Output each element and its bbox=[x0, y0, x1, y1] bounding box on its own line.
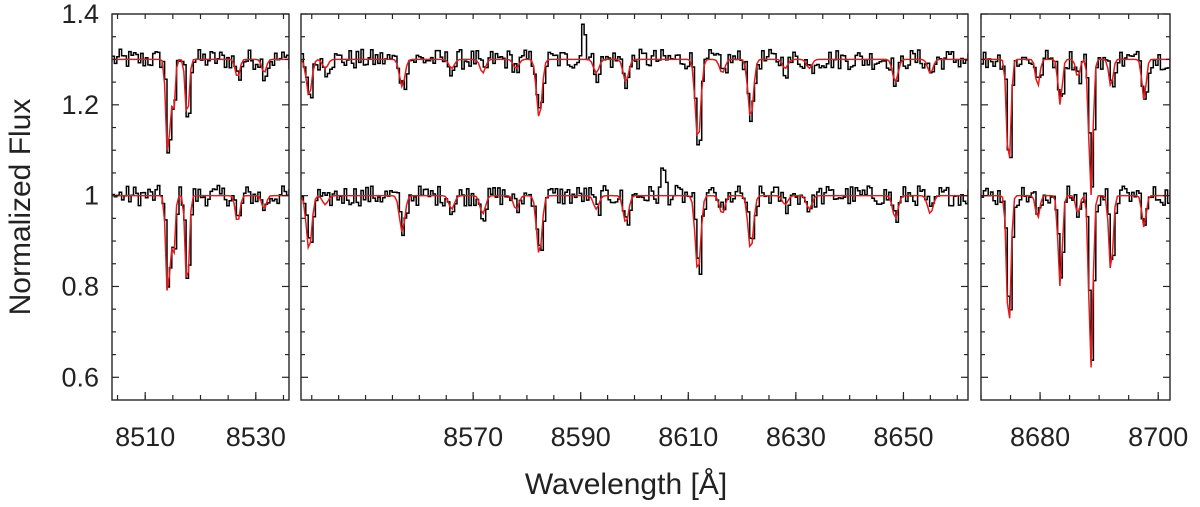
observed-spectrum-line bbox=[981, 185, 1170, 361]
y-tick-label: 1 bbox=[84, 181, 99, 211]
panel-1: 8510 8530 bbox=[111, 13, 290, 452]
x-axis-title: Wavelength [Å] bbox=[525, 468, 727, 501]
x-tick-label: 8700 bbox=[1128, 422, 1188, 452]
y-tick-label: 1.2 bbox=[61, 90, 99, 120]
model-spectrum-line bbox=[981, 194, 1170, 368]
panels: 8510 8530 8570 8590 8610 8630 8650 8680 8700 bbox=[111, 13, 1188, 452]
x-tick-label: 8510 bbox=[115, 422, 175, 452]
observed-spectrum-line bbox=[301, 167, 968, 275]
y-axis-ticks: 0.6 0.8 1 1.2 1.4 bbox=[61, 0, 99, 392]
panel-frame bbox=[300, 13, 969, 401]
observed-spectrum-line bbox=[112, 48, 289, 154]
x-tick-label: 8530 bbox=[226, 422, 286, 452]
panel-3: 8680 8700 bbox=[980, 13, 1188, 452]
x-tick-label: 8570 bbox=[443, 422, 503, 452]
y-tick-label: 0.6 bbox=[61, 362, 99, 392]
x-tick-label: 8590 bbox=[551, 422, 611, 452]
model-spectrum-line bbox=[301, 194, 968, 269]
y-tick-label: 0.8 bbox=[61, 271, 99, 301]
x-tick-label: 8680 bbox=[1010, 422, 1070, 452]
observed-spectrum-line bbox=[112, 184, 289, 288]
panel-frame bbox=[980, 13, 1171, 401]
model-spectrum-line bbox=[112, 194, 289, 291]
panel-2: 8570 8590 8610 8630 8650 bbox=[300, 13, 969, 452]
y-axis-title: Normalized Flux bbox=[4, 99, 37, 316]
x-tick-label: 8630 bbox=[766, 422, 826, 452]
model-spectrum-line bbox=[981, 58, 1170, 196]
model-spectrum-line bbox=[112, 58, 289, 151]
x-tick-label: 8610 bbox=[658, 422, 718, 452]
y-tick-label: 1.4 bbox=[61, 0, 99, 29]
x-tick-label: 8650 bbox=[873, 422, 933, 452]
model-spectrum-line bbox=[301, 58, 968, 137]
